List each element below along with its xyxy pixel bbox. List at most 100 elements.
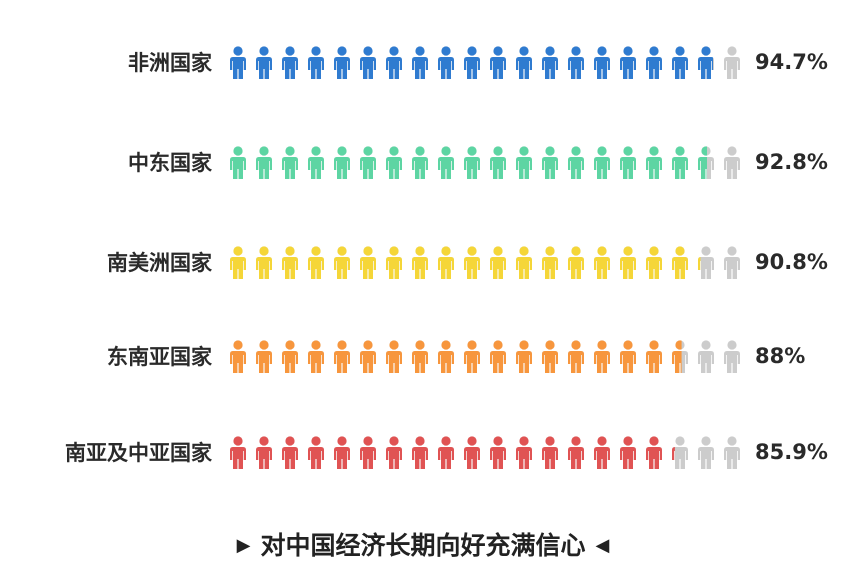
- person-icon: [360, 340, 376, 373]
- category-label: 南亚及中亚国家: [65, 441, 212, 465]
- person-icon: [490, 246, 506, 279]
- person-icon: [334, 146, 350, 179]
- person-icon: [516, 340, 532, 373]
- person-icon: [594, 340, 610, 373]
- person-icon: [620, 246, 636, 279]
- person-icon: [516, 46, 532, 79]
- person-icon: [594, 246, 610, 279]
- person-icon: [282, 246, 298, 279]
- triangle-right-icon: ▶: [236, 535, 251, 556]
- person-icon: [282, 46, 298, 79]
- person-icon: [438, 246, 454, 279]
- person-icon: [464, 340, 480, 373]
- person-icon: [230, 340, 246, 373]
- person-icon: [594, 146, 610, 179]
- person-icon: [412, 436, 428, 469]
- person-icon: [698, 436, 714, 469]
- person-icon: [724, 246, 740, 279]
- person-icon: [698, 46, 714, 79]
- person-icon: [724, 46, 740, 79]
- person-icon: [256, 46, 272, 79]
- person-icon: [438, 146, 454, 179]
- person-icon: [308, 146, 324, 179]
- person-icon: [360, 246, 376, 279]
- value-label: 85.9%: [755, 440, 828, 464]
- person-icon: [334, 436, 350, 469]
- person-icon: [386, 46, 402, 79]
- icon-row: [230, 146, 740, 179]
- person-icon: [672, 340, 688, 373]
- person-icon: [412, 146, 428, 179]
- person-icon: [490, 340, 506, 373]
- person-icon: [568, 246, 584, 279]
- person-icon: [568, 146, 584, 179]
- person-icon: [360, 46, 376, 79]
- person-icon: [646, 340, 662, 373]
- triangle-left-icon: ◀: [595, 535, 610, 556]
- person-icon: [386, 146, 402, 179]
- caption-text: 对中国经济长期向好充满信心: [260, 531, 586, 560]
- person-icon: [308, 46, 324, 79]
- person-icon: [256, 436, 272, 469]
- person-icon: [672, 46, 688, 79]
- person-icon: [542, 146, 558, 179]
- person-icon: [698, 340, 714, 373]
- icon-row: [230, 340, 740, 373]
- person-icon: [256, 146, 272, 179]
- person-icon: [698, 146, 714, 179]
- category-label: 中东国家: [128, 151, 212, 175]
- value-label: 88%: [755, 344, 806, 368]
- person-icon: [464, 146, 480, 179]
- icon-row: [230, 46, 740, 79]
- person-icon: [360, 146, 376, 179]
- person-icon: [542, 340, 558, 373]
- category-label: 南美洲国家: [107, 251, 212, 275]
- person-icon: [620, 146, 636, 179]
- person-icon: [542, 46, 558, 79]
- person-icon: [516, 146, 532, 179]
- person-icon: [542, 246, 558, 279]
- person-icon: [334, 46, 350, 79]
- person-icon: [438, 46, 454, 79]
- value-label: 90.8%: [755, 250, 828, 274]
- person-icon: [568, 436, 584, 469]
- person-icon: [516, 436, 532, 469]
- person-icon: [464, 246, 480, 279]
- person-icon: [568, 46, 584, 79]
- person-icon: [308, 340, 324, 373]
- person-icon: [256, 246, 272, 279]
- person-icon: [724, 340, 740, 373]
- person-icon: [412, 46, 428, 79]
- person-icon: [646, 46, 662, 79]
- person-icon: [438, 340, 454, 373]
- category-label: 东南亚国家: [107, 345, 212, 369]
- person-icon: [230, 246, 246, 279]
- person-icon: [672, 246, 688, 279]
- person-icon: [698, 246, 714, 279]
- icon-row: [230, 246, 740, 279]
- person-icon: [230, 46, 246, 79]
- person-icon: [724, 146, 740, 179]
- person-icon: [490, 146, 506, 179]
- value-label: 92.8%: [755, 150, 828, 174]
- person-icon: [568, 340, 584, 373]
- person-icon: [646, 146, 662, 179]
- person-icon: [230, 146, 246, 179]
- person-icon: [672, 436, 688, 469]
- person-icon: [386, 436, 402, 469]
- person-icon: [308, 436, 324, 469]
- person-icon: [594, 46, 610, 79]
- category-label: 非洲国家: [128, 51, 212, 75]
- person-icon: [646, 436, 662, 469]
- person-icon: [438, 436, 454, 469]
- person-icon: [620, 436, 636, 469]
- icon-row: [230, 436, 740, 469]
- person-icon: [230, 436, 246, 469]
- person-icon: [464, 46, 480, 79]
- person-icon: [282, 340, 298, 373]
- person-icon: [412, 246, 428, 279]
- person-icon: [620, 46, 636, 79]
- person-icon: [334, 340, 350, 373]
- person-icon: [516, 246, 532, 279]
